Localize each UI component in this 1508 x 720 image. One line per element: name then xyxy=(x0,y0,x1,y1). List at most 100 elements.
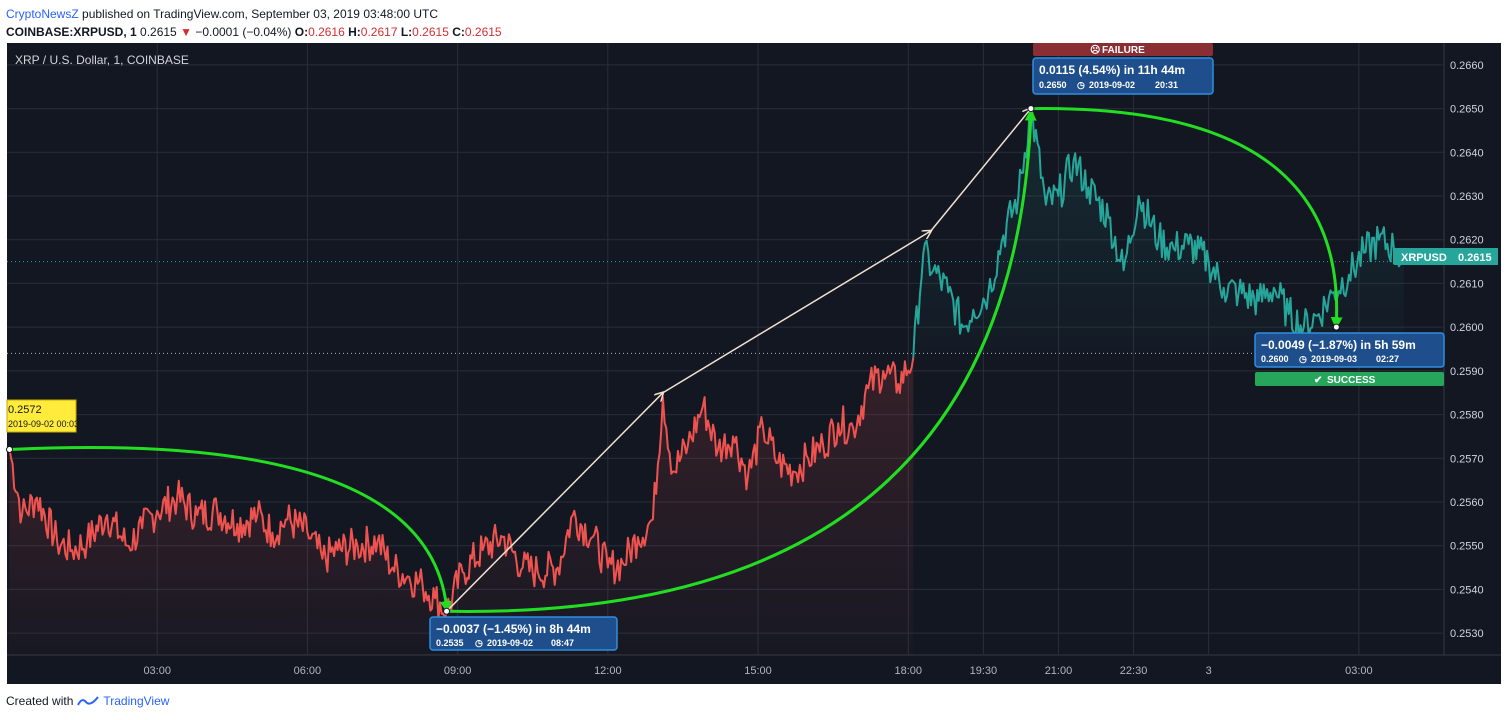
low-value: 0.2615 xyxy=(412,25,449,39)
y-tick-label: 0.2550 xyxy=(1450,541,1484,553)
price-axis-ticks: 0.2660 0.2650 0.2640 0.2630 0.2620 0.2610 0.26… xyxy=(1450,60,1484,640)
high-value: 0.2617 xyxy=(360,25,398,39)
failure-icon: ☹ xyxy=(1090,44,1100,56)
high-change: 0.0115 (4.54%) in 11h 44m xyxy=(1039,63,1185,77)
close-value: 0.2615 xyxy=(464,25,502,39)
anchor-point[interactable] xyxy=(1027,105,1035,113)
end-price: 0.2600 xyxy=(1261,354,1289,364)
high-price: 0.2650 xyxy=(1039,80,1067,90)
check-icon: ✔ xyxy=(1314,375,1322,386)
brand-link[interactable]: CryptoNewsZ xyxy=(6,7,79,21)
publish-info: published on TradingView.com, September … xyxy=(78,7,439,21)
trend-arrow xyxy=(662,231,931,394)
area-fill xyxy=(9,108,1404,655)
low-label: L: xyxy=(400,25,413,39)
price-tag-symbol: XRPUSD xyxy=(1401,252,1447,264)
time-axis-ticks: 03:00 06:00 09:00 12:00 15:00 18:00 19:30 21:00… xyxy=(143,665,1372,677)
symbol-label: COINBASE:XRPUSD, 1 xyxy=(6,25,137,39)
publish-line: CryptoNewsZ published on TradingView.com… xyxy=(6,5,502,23)
clock-icon: ◷ xyxy=(1299,354,1307,364)
x-tick-label: 06:00 xyxy=(294,665,322,677)
failure-badge: ☹ FAILURE xyxy=(1033,43,1213,56)
series-line-rally xyxy=(912,107,1405,358)
end-date: 2019-09-03 xyxy=(1311,354,1357,364)
series-line-decline xyxy=(8,449,448,621)
trend-arrow xyxy=(446,393,663,612)
x-tick-label: 09:00 xyxy=(444,665,472,677)
anchor-point[interactable] xyxy=(1332,323,1340,331)
clock-icon: ◷ xyxy=(1077,80,1085,90)
success-label: SUCCESS xyxy=(1327,375,1376,386)
price-change: −0.0001 (−0.04%) xyxy=(195,25,292,39)
y-tick-label: 0.2540 xyxy=(1450,584,1484,596)
pullback-arc xyxy=(1030,107,1343,330)
low-annotation: −0.0037 (−1.45%) in 8h 44m 0.2535 ◷ 2019… xyxy=(429,616,618,651)
y-tick-label: 0.2650 xyxy=(1450,104,1484,116)
decline-arc xyxy=(9,446,452,614)
low-date: 2019-09-02 xyxy=(487,638,533,648)
low-time: 08:47 xyxy=(551,638,574,648)
time-axis-background xyxy=(7,655,1501,684)
ohlc-line: COINBASE:XRPUSD, 1 0.2615 ▼ −0.0001 (−0.… xyxy=(6,23,502,41)
series-area-recovery xyxy=(446,357,914,655)
high-time: 20:31 xyxy=(1155,80,1178,90)
drawings xyxy=(6,105,1343,615)
series-area-decline xyxy=(9,449,447,655)
y-tick-label: 0.2530 xyxy=(1450,628,1484,640)
close-label: C: xyxy=(452,25,465,39)
anchor-point[interactable] xyxy=(443,607,451,615)
x-tick-label: 19:30 xyxy=(970,665,998,677)
open-label: O: xyxy=(294,25,309,39)
y-tick-label: 0.2580 xyxy=(1450,410,1484,422)
created-with-label: Created with xyxy=(6,694,74,708)
trend-arrow xyxy=(930,109,1031,232)
x-tick-label: 21:00 xyxy=(1045,665,1073,677)
low-price: 0.2535 xyxy=(436,638,464,648)
open-value: 0.2616 xyxy=(308,25,345,39)
start-value: 0.2572 xyxy=(8,404,42,416)
end-annotation: −0.0049 (−1.87%) in 5h 59m 0.2600 ◷ 2019… xyxy=(1254,332,1445,368)
tradingview-logo-icon xyxy=(77,696,100,706)
price-series xyxy=(8,107,1405,621)
down-triangle-icon: ▼ xyxy=(180,25,192,39)
x-tick-label: 22:30 xyxy=(1120,665,1148,677)
chart-header: CryptoNewsZ published on TradingView.com… xyxy=(6,5,502,41)
clock-icon: ◷ xyxy=(475,638,483,648)
price-tag-value: 0.2615 xyxy=(1458,252,1492,264)
x-tick-label: 12:00 xyxy=(594,665,622,677)
x-tick-label: 15:00 xyxy=(744,665,772,677)
y-tick-label: 0.2600 xyxy=(1450,322,1484,334)
chart-title: XRP / U.S. Dollar, 1, COINBASE xyxy=(15,53,189,67)
low-change: −0.0037 (−1.45%) in 8h 44m xyxy=(436,622,591,636)
last-price: 0.2615 xyxy=(140,25,177,39)
chart-footer: Created with TradingView xyxy=(6,694,169,708)
y-tick-label: 0.2560 xyxy=(1450,497,1484,509)
last-price-tag: XRPUSD 0.2615 xyxy=(1393,248,1498,265)
start-date: 2019-09-02 00:03 xyxy=(8,419,79,429)
y-tick-label: 0.2570 xyxy=(1450,453,1484,465)
y-tick-label: 0.2660 xyxy=(1450,60,1484,72)
high-label: H: xyxy=(348,25,361,39)
rally-arc xyxy=(446,108,1037,613)
high-annotation: 0.0115 (4.54%) in 11h 44m 0.2650 ◷ 2019-… xyxy=(1032,57,1214,95)
success-badge: ✔ SUCCESS xyxy=(1255,372,1444,386)
end-time: 02:27 xyxy=(1376,354,1399,364)
anchor-point[interactable] xyxy=(6,446,14,454)
y-tick-label: 0.2620 xyxy=(1450,235,1484,247)
series-area-rally xyxy=(913,108,1404,358)
y-tick-label: 0.2610 xyxy=(1450,278,1484,290)
series-line-recovery xyxy=(445,357,915,612)
x-tick-label: 03:00 xyxy=(1345,665,1373,677)
high-date: 2019-09-02 xyxy=(1089,80,1135,90)
x-tick-label: 03:00 xyxy=(143,665,171,677)
price-axis-background xyxy=(1444,43,1501,655)
tradingview-link[interactable]: TradingView xyxy=(103,694,170,708)
y-tick-label: 0.2640 xyxy=(1450,147,1484,159)
failure-label: FAILURE xyxy=(1102,45,1145,56)
end-change: −0.0049 (−1.87%) in 5h 59m xyxy=(1261,338,1416,352)
y-tick-label: 0.2590 xyxy=(1450,366,1484,378)
y-tick-label: 0.2630 xyxy=(1450,191,1484,203)
x-tick-label: 18:00 xyxy=(894,665,922,677)
x-tick-label: 3 xyxy=(1206,665,1212,677)
